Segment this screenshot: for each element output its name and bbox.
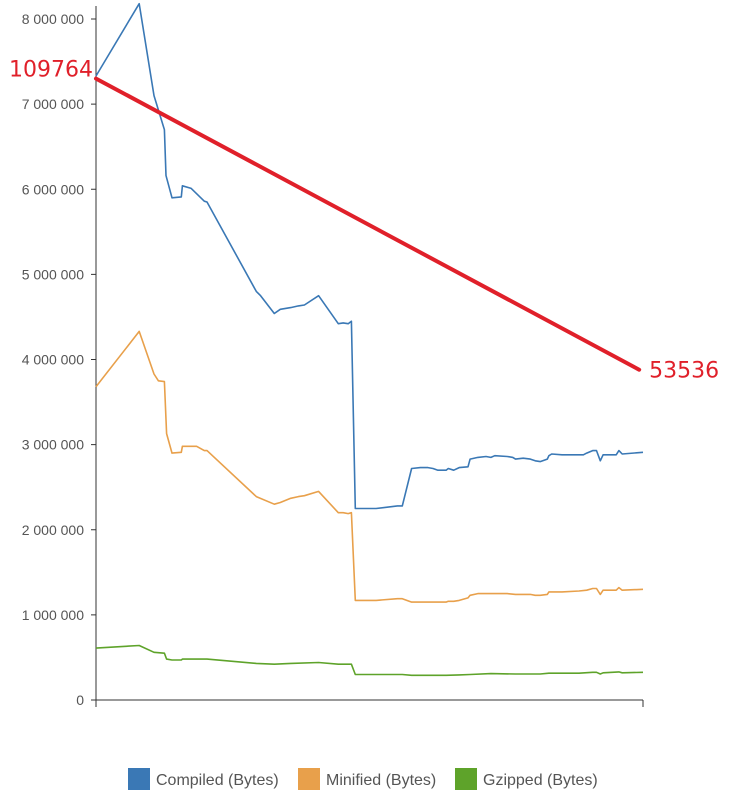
y-tick-label: 6 000 000 (22, 181, 84, 197)
y-tick-label: 4 000 000 (22, 352, 84, 368)
annotation-trend-line (94, 76, 642, 372)
x-axis (95, 699, 644, 707)
annotation-start-label: 109764 (9, 58, 93, 83)
y-tick-label: 0 (76, 692, 84, 708)
series-line-minified (95, 330, 644, 603)
legend-swatch-gzipped (455, 768, 477, 790)
y-axis: 0 1 000 000 2 000 000 3 000 000 4 000 000 5 0… (22, 6, 97, 708)
legend: Compiled (Bytes) Minified (Bytes) Gzipped … (128, 768, 598, 790)
y-tick-label: 8 000 000 (22, 11, 84, 27)
y-tick-label: 5 000 000 (22, 266, 84, 282)
legend-swatch-compiled (128, 768, 150, 790)
legend-label-gzipped: Gzipped (Bytes) (483, 772, 598, 789)
y-tick-label: 7 000 000 (22, 96, 84, 112)
series-line-gzipped (95, 644, 644, 677)
y-tick-label: 3 000 000 (22, 437, 84, 453)
annotation-layer: 109764 53536 (9, 58, 719, 384)
series-line-compiled (95, 2, 644, 510)
legend-swatch-minified (298, 768, 320, 790)
legend-label-compiled: Compiled (Bytes) (156, 772, 279, 789)
y-tick-label: 1 000 000 (22, 607, 84, 623)
legend-label-minified: Minified (Bytes) (326, 772, 436, 789)
y-tick-label: 2 000 000 (22, 522, 84, 538)
annotation-end-label: 53536 (649, 359, 719, 384)
series-layer (95, 2, 644, 677)
